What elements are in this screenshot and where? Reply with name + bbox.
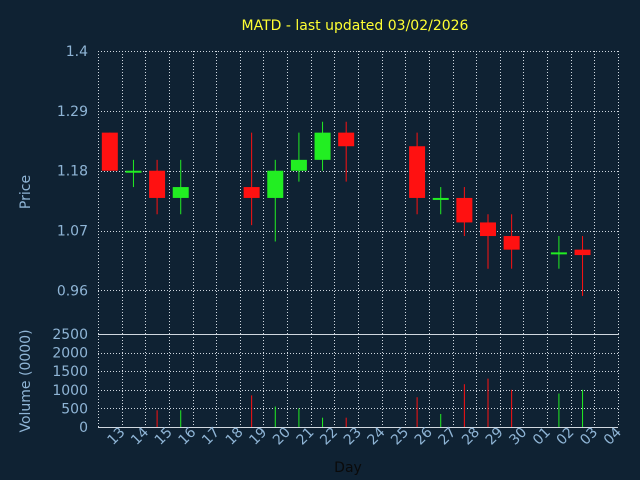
candle-body <box>149 170 166 198</box>
price-tick-label: 1.29 <box>57 104 88 120</box>
x-tick-label: 19 <box>246 425 270 449</box>
price-tick-label: 1.4 <box>66 44 88 60</box>
volume-tick-label: 2000 <box>52 346 88 362</box>
price-tick-label: 0.96 <box>57 283 88 299</box>
candle <box>456 187 473 237</box>
x-axis-label: Day <box>334 460 362 476</box>
candle <box>125 159 142 188</box>
x-tick-label: 04 <box>601 424 625 448</box>
x-tick-label: 16 <box>175 424 199 448</box>
candle-body <box>267 170 284 198</box>
candle <box>409 132 426 215</box>
x-tick-label: 27 <box>435 425 459 449</box>
volume-tick-label: 1000 <box>52 383 88 399</box>
candle-body <box>172 187 189 198</box>
x-tick-label: 30 <box>506 425 530 449</box>
x-tick-label: 24 <box>365 424 389 448</box>
x-tick-label: 17 <box>199 425 223 449</box>
candle-body <box>101 132 118 171</box>
x-tick-label: 28 <box>459 425 483 449</box>
x-tick-label: 21 <box>294 425 318 449</box>
candle <box>480 214 496 269</box>
candle-body <box>409 146 426 198</box>
x-tick-label: 26 <box>412 424 436 448</box>
candle <box>149 159 166 215</box>
volume-axis-label: Volume (0000) <box>18 329 34 432</box>
candle-body <box>338 132 355 147</box>
candle <box>503 214 520 269</box>
x-tick-label: 14 <box>128 424 152 448</box>
price-tick-label: 1.18 <box>57 164 88 180</box>
price-axis-label: Price <box>18 175 34 209</box>
candle <box>172 159 189 215</box>
candle <box>290 132 307 182</box>
candle-body <box>550 252 567 255</box>
candle-body <box>432 197 449 200</box>
x-tick-label: 18 <box>223 425 247 449</box>
x-tick-label: 15 <box>152 425 176 449</box>
x-tick-label: 25 <box>388 425 412 449</box>
candle-body <box>290 159 307 171</box>
price-grid <box>98 51 619 427</box>
volume-tick-label: 1500 <box>52 364 88 380</box>
volume-bars <box>156 378 584 427</box>
candle-body <box>125 170 142 173</box>
volume-y-ticks: 2500 2000 1500 1000 500 0 <box>52 327 88 436</box>
candle <box>338 121 355 182</box>
x-tick-label: 13 <box>105 425 129 449</box>
x-tick-label: 20 <box>270 425 294 449</box>
candle-body <box>574 249 591 256</box>
candle-body <box>480 222 496 237</box>
candle-body <box>243 187 260 198</box>
candle <box>550 236 567 269</box>
candle-body <box>456 197 473 223</box>
x-tick-label: 23 <box>341 425 365 449</box>
volume-tick-label: 0 <box>79 420 88 436</box>
candle <box>267 159 284 242</box>
x-tick-label: 29 <box>483 425 507 449</box>
volume-grid <box>98 334 619 428</box>
candle <box>574 236 591 296</box>
price-y-ticks: 1.4 1.29 1.18 1.07 0.96 <box>57 44 88 299</box>
chart-title: MATD - last updated 03/02/2026 <box>242 18 469 34</box>
candle <box>243 132 260 226</box>
x-tick-label: 02 <box>554 425 578 449</box>
volume-tick-label: 2500 <box>52 327 88 343</box>
candle <box>432 187 449 215</box>
x-tick-label: 03 <box>577 425 601 449</box>
candle-body <box>503 236 520 250</box>
x-tick-label: 22 <box>317 425 341 449</box>
price-candles <box>101 121 591 296</box>
x-tick-labels: 13 14 15 16 17 18 19 20 21 22 23 24 25 26 27 28 29 30 01 02… <box>105 424 625 448</box>
volume-tick-label: 500 <box>61 401 88 417</box>
candle-body <box>314 132 331 160</box>
x-tick-label: 01 <box>530 425 554 449</box>
price-tick-label: 1.07 <box>57 224 88 240</box>
candle <box>314 121 331 171</box>
candle <box>101 132 118 171</box>
